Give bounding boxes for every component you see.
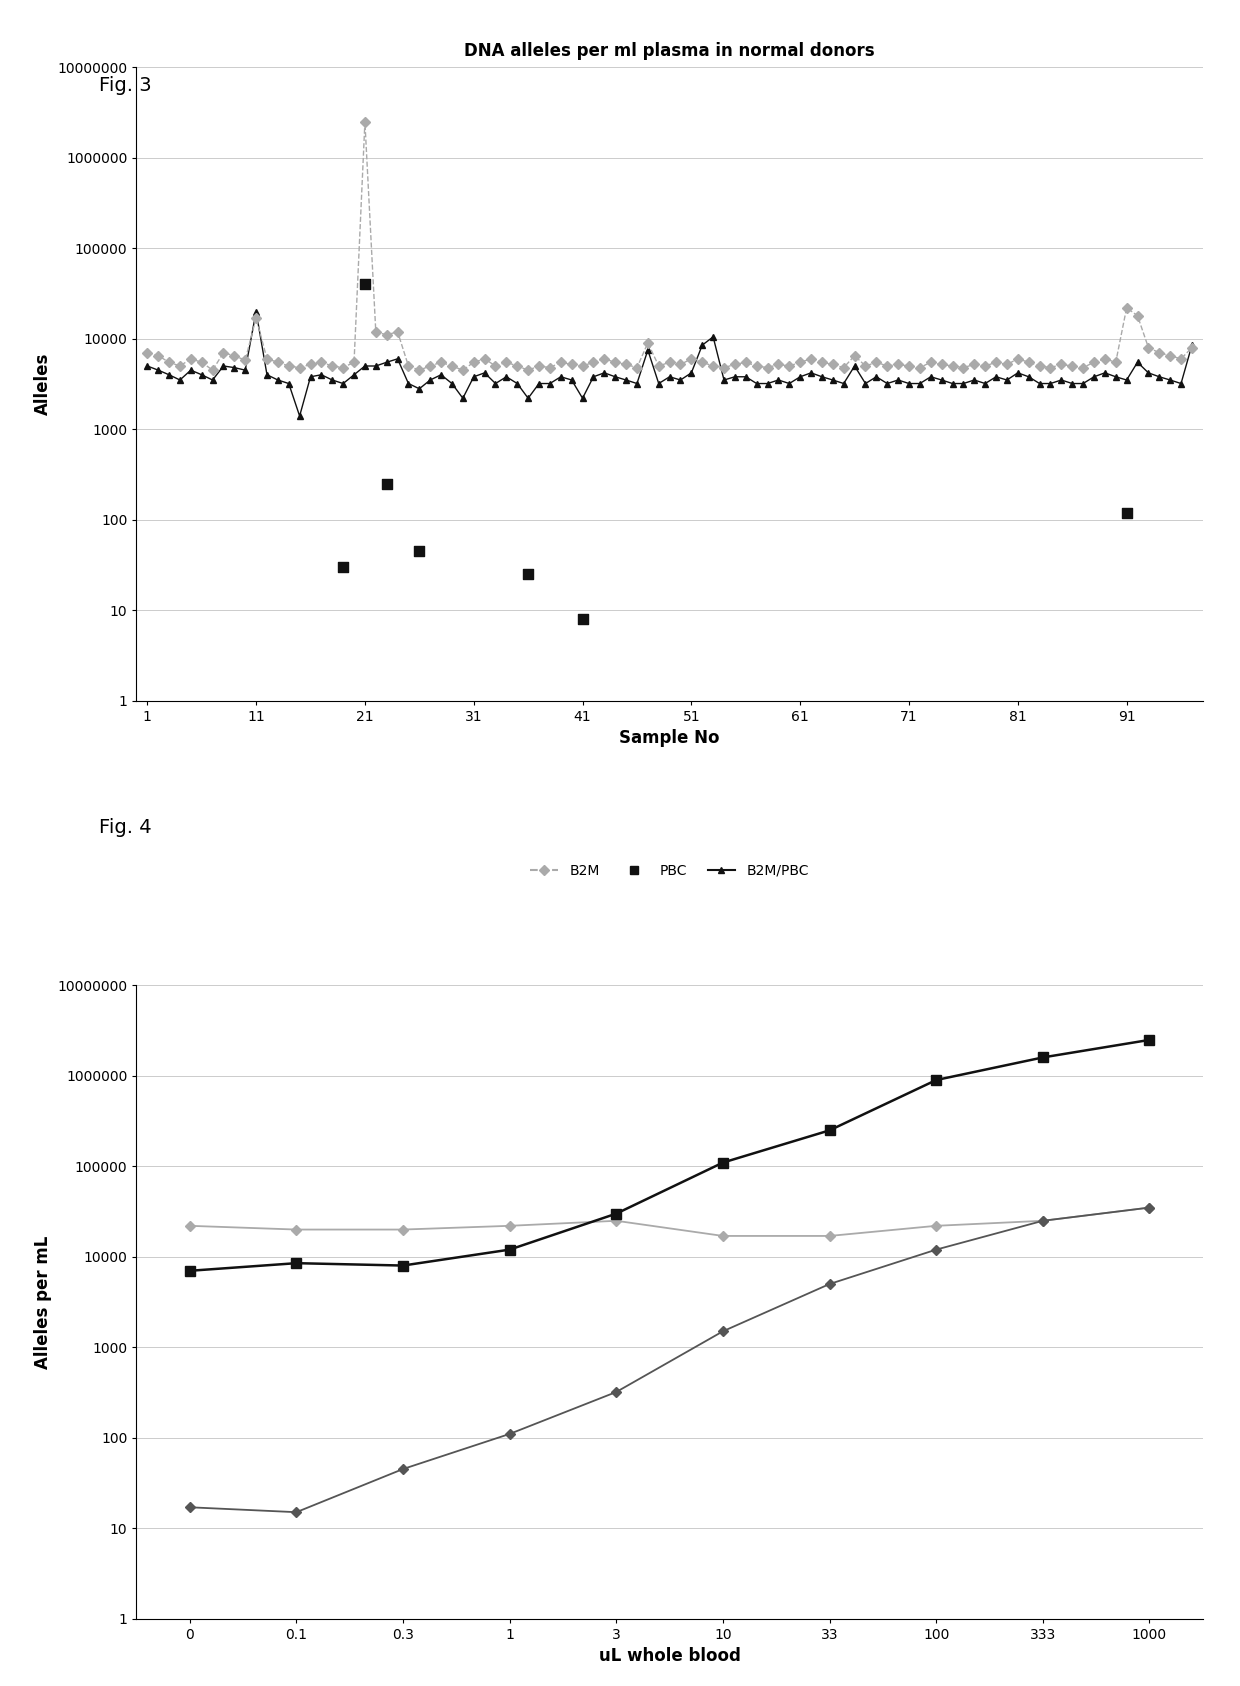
X-axis label: uL whole blood: uL whole blood: [599, 1647, 740, 1666]
Y-axis label: Alleles: Alleles: [33, 352, 52, 415]
Text: Fig. 4: Fig. 4: [99, 818, 151, 836]
Point: [334, 553, 353, 580]
X-axis label: Sample No: Sample No: [619, 728, 720, 747]
Point: [1117, 499, 1137, 526]
Point: [573, 605, 593, 632]
Title: DNA alleles per ml plasma in normal donors: DNA alleles per ml plasma in normal dono…: [464, 42, 875, 61]
Point: [518, 561, 538, 588]
Y-axis label: Alleles per mL: Alleles per mL: [33, 1236, 52, 1369]
Legend: B2M, PBC, B2M/PBC: B2M, PBC, B2M/PBC: [525, 858, 815, 883]
Point: [355, 271, 374, 298]
Point: [377, 470, 397, 497]
Text: Fig. 3: Fig. 3: [99, 76, 151, 94]
Point: [409, 538, 429, 565]
